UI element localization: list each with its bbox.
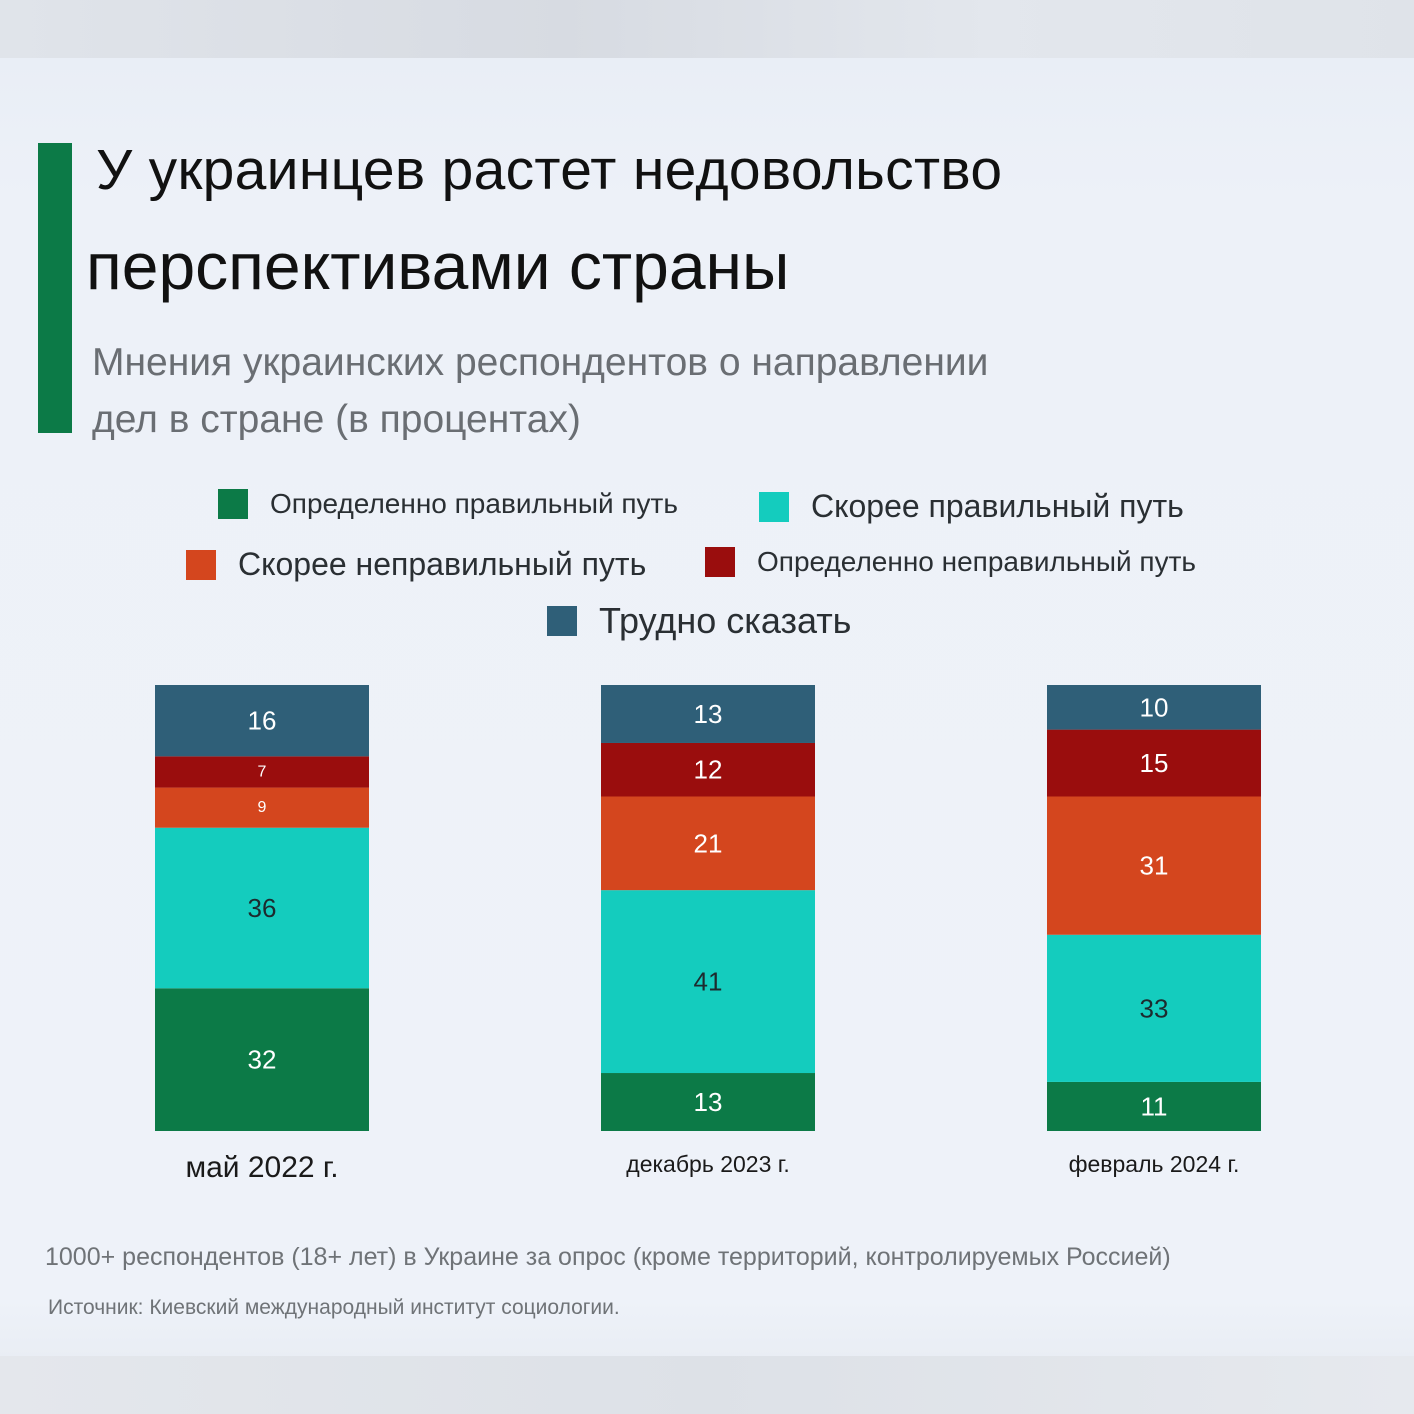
legend-swatch	[705, 547, 735, 577]
bar-value-label: 16	[248, 706, 277, 736]
bar-segment-rather-right	[155, 827, 369, 989]
title-line-2: перспективами страны	[86, 229, 790, 303]
stacked-bar-chart: 32 36 9 7 16 май 2022 г. 13 41 21 12 13 декабрь 202…	[155, 685, 1261, 1184]
bar-segment-rather-right	[601, 890, 815, 1074]
title-accent-bar	[38, 143, 72, 433]
category-label: май 2022 г.	[185, 1151, 338, 1184]
bar-value-label: 32	[248, 1045, 277, 1075]
legend-item-rather-wrong: Скорее неправильный путь	[186, 546, 646, 583]
bar-value-label: 9	[258, 799, 267, 816]
legend-item-hard-to-say: Трудно сказать	[547, 600, 851, 642]
bar-value-label: 13	[694, 1087, 723, 1117]
bar-segment-rather-wrong	[1047, 796, 1261, 935]
legend-label: Определенно неправильный путь	[757, 546, 1197, 577]
legend-label: Определенно правильный путь	[270, 488, 678, 519]
bar-value-label: 36	[248, 893, 277, 923]
legend-swatch	[547, 606, 577, 636]
legend-label: Скорее правильный путь	[811, 488, 1184, 524]
bar-segment-definitely-wrong	[601, 742, 815, 797]
bar-segment-rather-wrong	[601, 796, 815, 891]
title-line-1: У украинцев растет недовольство	[96, 138, 1003, 202]
bar-value-label: 15	[1140, 748, 1169, 778]
category-label: февраль 2024 г.	[1069, 1151, 1240, 1177]
bar-segment-definitely-right	[155, 988, 369, 1131]
bar-segment-definitely-wrong	[155, 756, 369, 788]
bar-segment-hard-to-say	[1047, 685, 1261, 730]
category-label: декабрь 2023 г.	[626, 1151, 789, 1177]
bar-value-label: 13	[694, 699, 723, 729]
bar-segment-definitely-right	[1047, 1081, 1261, 1131]
bar-value-label: 31	[1140, 851, 1169, 881]
bar-segment-rather-right	[1047, 934, 1261, 1082]
bottom-band	[0, 1356, 1414, 1414]
legend-label: Трудно сказать	[599, 600, 852, 641]
subtitle-line-2: дел в стране (в процентах)	[92, 398, 581, 441]
legend-swatch	[218, 489, 248, 519]
bar-value-label: 21	[694, 828, 723, 858]
subtitle: Мнения украинских респондентов о направл…	[92, 334, 988, 448]
source-note: Источник: Киевский международный институ…	[48, 1296, 620, 1319]
bar-segment-hard-to-say	[601, 685, 815, 743]
bar-value-label: 10	[1140, 692, 1169, 722]
bar-value-label: 41	[694, 967, 723, 997]
legend-item-definitely-wrong: Определенно неправильный путь	[705, 546, 1196, 578]
bar-value-label: 11	[1141, 1091, 1168, 1121]
bar-value-label: 12	[694, 755, 723, 785]
bar-value-label: 33	[1140, 993, 1169, 1023]
legend-swatch	[759, 491, 789, 522]
footnote: 1000+ респондентов (18+ лет) в Украине з…	[45, 1243, 1171, 1271]
legend-item-definitely-right: Определенно правильный путь	[218, 488, 678, 520]
bar-segment-hard-to-say	[155, 685, 369, 757]
legend-label: Скорее неправильный путь	[238, 546, 647, 582]
subtitle-line-1: Мнения украинских респондентов о направл…	[92, 341, 989, 384]
legend-item-rather-right: Скорее правильный путь	[759, 488, 1184, 525]
legend-swatch	[186, 549, 216, 580]
bar-value-label: 7	[258, 763, 267, 780]
bar-segment-rather-wrong	[155, 787, 369, 828]
top-band	[0, 0, 1414, 58]
bar-segment-definitely-right	[601, 1073, 815, 1131]
bar-segment-definitely-wrong	[1047, 729, 1261, 797]
